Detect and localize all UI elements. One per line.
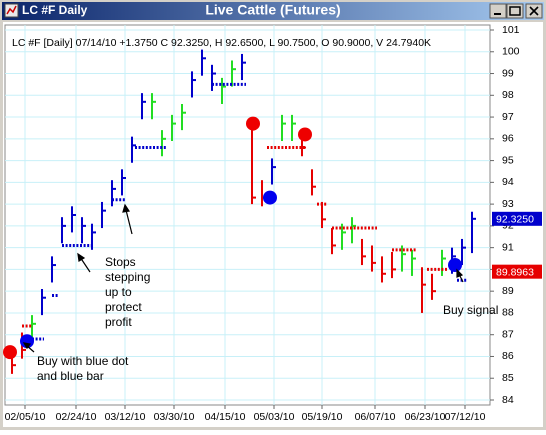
x-tick-label: 05/19/10 <box>302 411 343 423</box>
annotation: Buy with blue dot <box>37 354 129 368</box>
chart-title: Live Cattle (Futures) <box>205 2 340 18</box>
y-tick-label: 93 <box>502 198 514 210</box>
x-tick-label: 03/30/10 <box>154 411 195 423</box>
arrow-head <box>122 203 131 213</box>
y-tick-label: 97 <box>502 111 514 123</box>
x-tick-label: 06/23/10 <box>405 411 446 423</box>
annotation: Buy signal <box>443 303 498 317</box>
x-tick-label: 04/15/10 <box>205 411 246 423</box>
y-tick-label: 86 <box>502 350 514 362</box>
y-tick-label: 84 <box>502 394 514 406</box>
price-label: 89.8963 <box>496 266 534 278</box>
y-tick-label: 85 <box>502 372 514 384</box>
marks <box>3 49 476 374</box>
arrow <box>125 209 133 235</box>
y-tick-label: 100 <box>502 46 520 58</box>
window-title: LC #F Daily <box>22 3 88 17</box>
signal-dot <box>20 334 34 349</box>
arrow-head <box>456 268 464 278</box>
title-bar <box>2 2 544 20</box>
signal-dot <box>448 258 462 273</box>
x-tick-label: 05/03/10 <box>254 411 295 423</box>
y-tick-label: 89 <box>502 285 514 297</box>
price-label: 92.3250 <box>496 214 534 226</box>
signal-dot <box>3 345 17 360</box>
annotation: profit <box>105 315 132 329</box>
annotation: and blue bar <box>37 369 104 383</box>
price-label-box <box>492 211 542 226</box>
plot-area <box>4 24 491 406</box>
y-tick-label: 96 <box>502 133 514 145</box>
x-tick-label: 02/24/10 <box>56 411 97 423</box>
x-tick-label: 06/07/10 <box>355 411 396 423</box>
annotation: Stops <box>105 255 136 269</box>
y-tick-label: 94 <box>502 176 514 188</box>
x-tick-label: 02/05/10 <box>5 411 46 423</box>
y-tick-label: 88 <box>502 307 514 319</box>
x-tick-label: 07/12/10 <box>445 411 486 423</box>
annotation: stepping <box>105 270 150 284</box>
arrow-head <box>22 342 32 350</box>
signal-dot <box>298 127 312 142</box>
y-tick-label: 87 <box>502 328 514 340</box>
y-tick-label: 101 <box>502 24 520 36</box>
annotation: up to <box>105 285 132 299</box>
y-tick-label: 91 <box>502 241 514 253</box>
y-tick-label: 95 <box>502 154 514 166</box>
minimize-button[interactable] <box>489 3 507 19</box>
signal-dot <box>263 190 277 205</box>
info-line: LC #F [Daily] 07/14/10 +1.3750 C 92.3250… <box>12 37 431 49</box>
signal-dot <box>246 116 260 131</box>
window-buttons[interactable] <box>489 3 543 19</box>
price-label-box <box>492 264 542 279</box>
maximize-glyph <box>509 6 521 16</box>
close-glyph <box>529 6 539 16</box>
annotation: protect <box>105 300 142 314</box>
x-tick-label: 03/12/10 <box>105 411 146 423</box>
y-tick-label: 98 <box>502 89 514 101</box>
annotation-arrows <box>22 203 464 353</box>
icon-line <box>6 5 17 15</box>
arrow-head <box>77 252 86 262</box>
y-tick-label: 99 <box>502 67 514 79</box>
